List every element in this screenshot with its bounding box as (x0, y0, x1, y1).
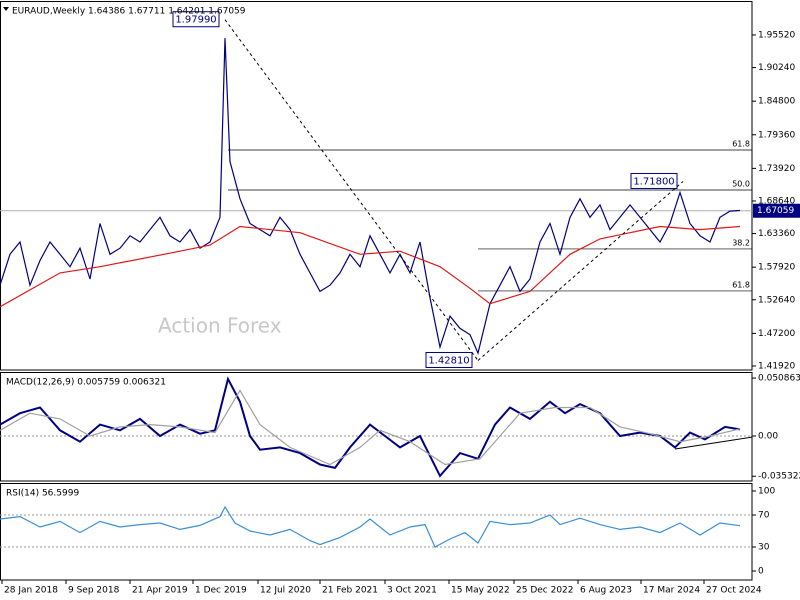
panel-title: RSI(14) 56.5999 (6, 489, 79, 499)
y-tick-label: 1.47200 (758, 329, 795, 339)
x-tick-label: 6 Aug 2023 (580, 586, 632, 596)
series-line (0, 389, 741, 466)
x-tick-label: 17 Mar 2024 (643, 586, 700, 596)
annotation-box (630, 172, 678, 189)
trendline (224, 19, 479, 361)
y-tick-label: 1.57920 (758, 263, 795, 273)
x-tick-label: 28 Jan 2018 (4, 586, 58, 596)
fib-level-label: 61.8 (732, 139, 750, 148)
y-tick-label: 30 (758, 543, 770, 553)
x-tick-label: 1 Dec 2019 (195, 586, 247, 596)
series-line (0, 505, 741, 548)
fib-level-label: 38.2 (732, 238, 750, 247)
series-line (0, 376, 741, 478)
panel-frame (0, 372, 753, 482)
x-tick-label: 3 Oct 2021 (387, 586, 437, 596)
y-tick-label: 1.95520 (758, 30, 795, 40)
trendline (674, 436, 753, 450)
x-tick-label: 9 Sep 2018 (68, 586, 120, 596)
panel-title: MACD(12,26,9) 0.005759 0.006321 (6, 378, 166, 388)
y-tick-label: 1.79360 (758, 130, 795, 140)
watermark: Action Forex (158, 314, 282, 338)
y-tick-label: 1.52640 (758, 295, 795, 305)
last-price-box (753, 203, 800, 218)
y-tick-label: 1.73920 (758, 164, 795, 174)
x-tick-label: 25 Dec 2022 (516, 586, 574, 596)
panel-frame (0, 483, 753, 581)
series-line (0, 38, 741, 355)
fib-level-label: 50.0 (732, 179, 750, 188)
y-tick-label: 70 (758, 511, 770, 521)
y-tick-label: 0.00 (758, 432, 778, 442)
y-tick-label: 0.050863 (758, 374, 800, 384)
y-tick-label: 1.90240 (758, 63, 795, 73)
annotation-box (425, 351, 473, 368)
annotation-label: 1.42810 (428, 355, 469, 366)
annotation-label: 1.71800 (633, 176, 674, 187)
x-tick-label: 21 Feb 2021 (322, 586, 378, 596)
fib-level-label: 61.8 (732, 280, 750, 289)
panel-frame (0, 1, 753, 371)
x-tick-label: 27 Oct 2024 (706, 586, 762, 596)
y-tick-label: 1.84800 (758, 97, 795, 107)
x-tick-label: 12 Jul 2020 (260, 586, 311, 596)
x-tick-label: 15 May 2022 (451, 586, 510, 596)
last-price-label: 1.67059 (757, 206, 794, 216)
y-tick-label: 0 (758, 567, 764, 577)
y-tick-label: 100 (758, 487, 775, 497)
y-tick-label: 1.68640 (758, 196, 795, 206)
annotation-label: 1.97990 (175, 15, 216, 26)
y-tick-label: 1.63360 (758, 229, 795, 239)
menu-arrow (3, 7, 9, 11)
series-line (0, 225, 741, 308)
panel-title: EURAUD,Weekly 1.64386 1.67711 1.64201 1.… (12, 7, 246, 17)
annotation-box (172, 11, 220, 28)
y-tick-label: 1.41920 (758, 361, 795, 371)
y-tick-label: -0.035322 (758, 472, 800, 482)
x-tick-label: 21 Apr 2019 (132, 586, 188, 596)
